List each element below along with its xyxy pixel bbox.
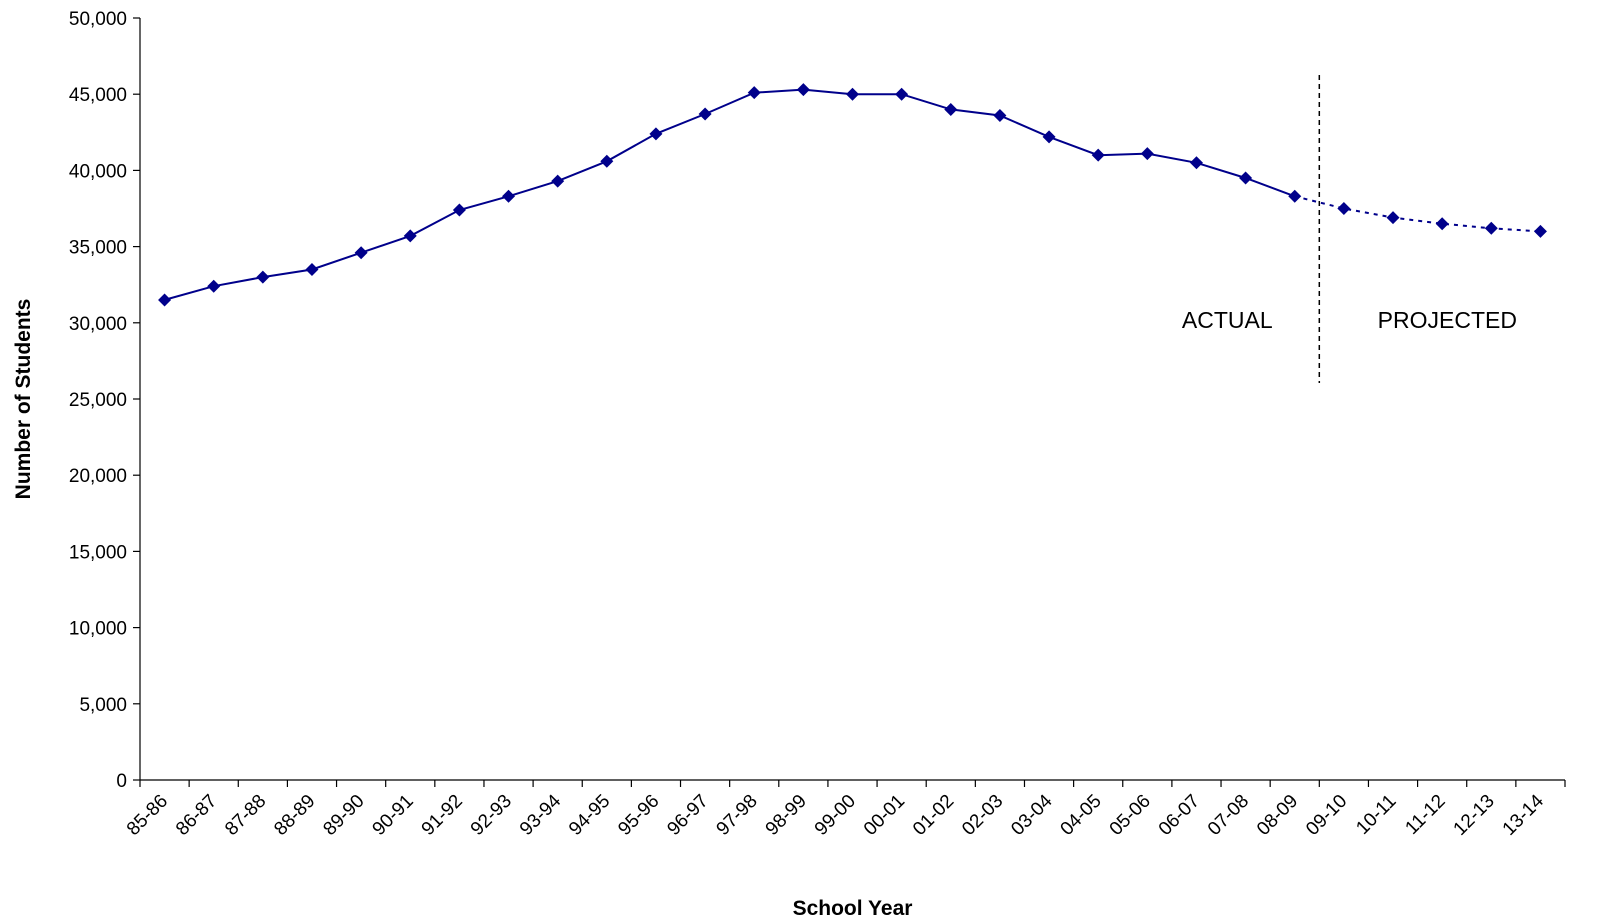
x-tick-label: 92-93	[467, 791, 516, 840]
data-point	[207, 279, 221, 293]
data-point	[1386, 211, 1400, 225]
x-tick-label: 05-06	[1106, 791, 1155, 840]
x-tick-label: 89-90	[319, 791, 368, 840]
y-tick-label: 45,000	[69, 85, 127, 106]
x-tick-label: 10-11	[1352, 791, 1400, 839]
axes	[139, 18, 1565, 781]
x-tick-label: 86-87	[172, 791, 221, 840]
x-tick-label: 02-03	[958, 791, 1007, 840]
data-point	[502, 189, 516, 203]
data-point	[1288, 189, 1302, 203]
data-point	[846, 87, 859, 101]
series-line-projected	[1294, 195, 1541, 233]
data-point	[1189, 156, 1203, 170]
data-point	[305, 262, 319, 276]
x-tick-label: 91-92	[418, 791, 467, 840]
data-point	[1337, 202, 1351, 215]
series-lines	[164, 88, 1541, 301]
y-axis-title: Number of Students	[12, 299, 35, 500]
data-point	[452, 203, 466, 217]
x-tick-label: 85-86	[123, 791, 172, 840]
data-point	[1091, 148, 1105, 162]
data-point	[649, 127, 663, 141]
data-point	[1533, 224, 1547, 238]
annotation-projected: PROJECTED	[1378, 307, 1517, 333]
y-axis-ticks: 0 5,000 10,000 15,000 20,000 25,000 30,000 35,0…	[69, 9, 140, 792]
x-tick-label: 04-05	[1057, 791, 1106, 840]
y-tick-label: 30,000	[69, 314, 127, 335]
x-tick-label: 94-95	[565, 791, 614, 840]
x-tick-label: 95-96	[614, 791, 663, 840]
data-point	[1140, 147, 1154, 161]
y-tick-label: 35,000	[69, 238, 127, 259]
x-tick-label: 93-94	[516, 790, 566, 840]
x-tick-label: 96-97	[663, 791, 712, 840]
data-point	[895, 87, 909, 101]
x-tick-label: 98-99	[762, 791, 811, 840]
data-point	[993, 109, 1007, 123]
data-point	[256, 270, 270, 284]
x-tick-label: 97-98	[713, 791, 762, 840]
y-tick-label: 10,000	[69, 619, 127, 640]
data-point	[1239, 171, 1253, 185]
x-tick-label: 08-09	[1253, 791, 1302, 840]
data-point	[354, 246, 368, 260]
y-tick-label: 25,000	[69, 390, 127, 411]
x-tick-label: 12-13	[1450, 791, 1499, 840]
x-tick-label: 07-08	[1204, 791, 1253, 840]
y-tick-label: 0	[116, 771, 127, 792]
data-point	[747, 86, 761, 100]
data-point	[698, 107, 712, 121]
y-tick-label: 50,000	[69, 9, 127, 30]
x-tick-label: 90-91	[369, 791, 418, 840]
y-tick-label: 5,000	[79, 695, 127, 716]
x-axis-ticks: 85-86 86-87 87-88 88-89 89-90 90-91 91-92 92-93…	[123, 780, 1566, 840]
data-point	[1484, 221, 1498, 235]
x-tick-label: 00-01	[860, 791, 909, 840]
data-point	[1435, 217, 1449, 231]
annotation-actual: ACTUAL	[1182, 307, 1273, 333]
x-tick-label: 03-04	[1007, 790, 1057, 840]
x-tick-label: 88-89	[270, 791, 319, 840]
series-line-actual	[164, 88, 1296, 301]
data-point	[944, 102, 958, 116]
x-axis-title: School Year	[793, 897, 913, 920]
data-point	[551, 174, 565, 188]
x-tick-label: 09-10	[1302, 791, 1351, 840]
y-tick-label: 15,000	[69, 542, 127, 563]
data-point	[158, 293, 172, 307]
data-point	[600, 154, 614, 168]
x-tick-label: 11-12	[1401, 791, 1449, 839]
data-point	[796, 83, 810, 97]
x-tick-label: 87-88	[221, 791, 270, 840]
y-tick-label: 20,000	[69, 466, 127, 487]
data-point	[403, 229, 417, 243]
x-tick-label: 06-07	[1155, 791, 1204, 840]
x-tick-label: 01-02	[909, 791, 958, 840]
data-point	[1042, 130, 1056, 144]
x-tick-label: 99-00	[811, 791, 860, 840]
y-tick-label: 40,000	[69, 161, 127, 182]
series-points	[158, 83, 1547, 307]
x-tick-label: 13-14	[1499, 790, 1549, 840]
